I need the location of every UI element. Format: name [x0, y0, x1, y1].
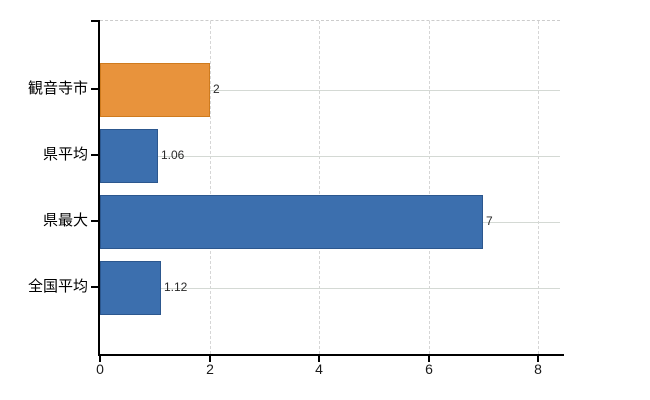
category-label: 県最大	[42, 212, 88, 229]
x-axis-tick	[428, 356, 430, 362]
y-axis-line	[98, 20, 100, 356]
x-axis-tick	[537, 356, 539, 362]
value-label: 1.06	[161, 148, 185, 162]
vertical-gridline	[429, 21, 430, 354]
vertical-gridline	[210, 21, 211, 354]
horizontal-gridline	[100, 156, 560, 157]
bar-3	[100, 195, 483, 249]
x-axis-tick	[209, 356, 211, 362]
x-tick-label: 6	[425, 361, 433, 377]
value-label: 2	[213, 82, 220, 96]
y-axis-top-tick	[91, 20, 99, 22]
x-axis-tick	[318, 356, 320, 362]
value-label: 7	[486, 214, 493, 228]
x-tick-label: 4	[315, 361, 323, 377]
category-label: 全国平均	[27, 278, 88, 295]
plot-area	[100, 20, 560, 354]
horizontal-gridline	[100, 90, 560, 91]
category-label: 県平均	[42, 146, 88, 163]
vertical-gridline	[538, 21, 539, 354]
y-axis-tick	[91, 286, 99, 288]
vertical-gridline	[319, 21, 320, 354]
bar-2	[100, 129, 158, 183]
bar-1	[100, 63, 210, 117]
horizontal-gridline	[100, 288, 560, 289]
y-axis-tick	[91, 154, 99, 156]
bar-4	[100, 261, 161, 315]
x-tick-label: 8	[534, 361, 542, 377]
y-axis-tick	[91, 220, 99, 222]
x-axis-tick	[99, 356, 101, 362]
x-axis-line	[98, 354, 564, 356]
value-label: 1.12	[164, 280, 188, 294]
x-tick-label: 0	[96, 361, 104, 377]
category-label: 観音寺市	[27, 80, 88, 97]
x-tick-label: 2	[206, 361, 214, 377]
y-axis-tick	[91, 88, 99, 90]
